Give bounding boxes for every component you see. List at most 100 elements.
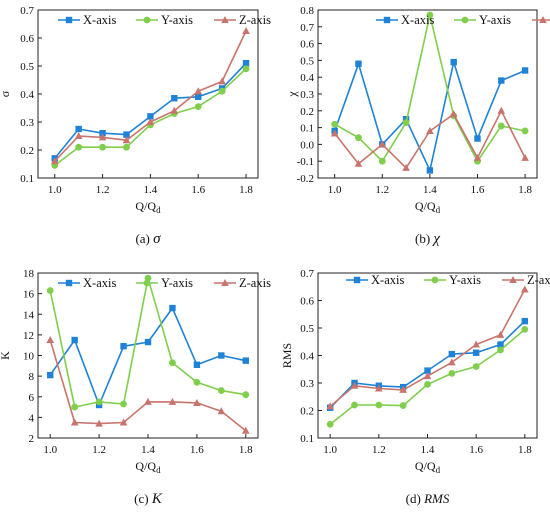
x-tick-label: 1.8 — [239, 184, 253, 196]
data-point-y-axis — [218, 87, 226, 95]
legend-marker — [539, 16, 547, 23]
data-point-x-axis — [242, 60, 250, 67]
x-tick-label: 1.2 — [96, 184, 110, 196]
data-point-z-axis — [50, 157, 59, 165]
data-point-z-axis — [521, 285, 529, 293]
y-tick-label: 0.6 — [300, 296, 314, 308]
legend-label: Z-axis — [239, 276, 271, 290]
data-point-y-axis — [424, 380, 431, 388]
y-tick-label: 0.2 — [20, 145, 34, 157]
data-point-z-axis — [330, 129, 339, 137]
panel-caption: (c) K — [134, 491, 163, 507]
data-point-z-axis — [70, 418, 79, 426]
data-point-y-axis — [193, 378, 201, 386]
y-tick-label: -0.2 — [297, 173, 314, 185]
x-tick-label: 1.0 — [48, 184, 62, 196]
data-point-y-axis — [497, 346, 504, 354]
data-point-z-axis — [402, 163, 410, 171]
data-point-x-axis — [426, 167, 434, 174]
data-point-z-axis — [423, 372, 432, 380]
data-point-x-axis — [498, 77, 505, 84]
y-tick-label: 0.2 — [300, 406, 314, 418]
y-tick-label: 8 — [29, 371, 35, 383]
y-tick-label: 0.1 — [300, 123, 314, 135]
y-tick-label: 0.0 — [300, 139, 314, 151]
y-tick-label: 10 — [23, 351, 35, 363]
y-axis-label: χ — [285, 91, 299, 98]
data-point-y-axis — [217, 387, 225, 394]
y-tick-label: 0.4 — [300, 351, 314, 363]
data-point-y-axis — [521, 127, 529, 135]
data-point-x-axis — [450, 58, 457, 66]
data-point-z-axis — [350, 381, 359, 389]
legend-marker — [431, 276, 439, 284]
y-tick-label: 0.8 — [300, 5, 314, 17]
y-tick-label: 2 — [29, 433, 35, 445]
x-tick-label: 1.4 — [421, 444, 435, 456]
y-tick-label: 0.7 — [300, 268, 314, 280]
legend-label: X-axis — [371, 273, 404, 287]
y-tick-label: 0.7 — [300, 22, 314, 34]
data-point-z-axis — [168, 397, 177, 405]
series-line-y-axis — [334, 14, 526, 162]
data-point-z-axis — [426, 126, 434, 134]
data-point-x-axis — [472, 349, 480, 356]
data-point-x-axis — [497, 341, 504, 348]
y-tick-label: 0.1 — [300, 433, 314, 445]
y-tick-label: 0.3 — [300, 378, 314, 390]
data-point-x-axis — [195, 93, 202, 100]
x-tick-label: 1.8 — [518, 444, 532, 456]
legend-label: Z-axis — [239, 13, 271, 27]
data-point-z-axis — [378, 140, 387, 148]
legend-label: X-axis — [401, 13, 434, 27]
data-point-z-axis — [521, 153, 529, 161]
x-tick-label: 1.2 — [372, 444, 386, 456]
legend-marker — [509, 276, 517, 283]
panel-caption: (d) RMS — [406, 491, 450, 506]
y-tick-label: 0.4 — [300, 72, 314, 84]
data-point-z-axis — [74, 132, 83, 139]
data-point-z-axis — [95, 419, 103, 427]
data-point-y-axis — [95, 398, 103, 406]
y-tick-label: 0.5 — [20, 61, 34, 73]
x-tick-label: 1.2 — [375, 184, 389, 196]
x-tick-label: 1.6 — [190, 444, 204, 456]
y-tick-label: 0.6 — [300, 39, 314, 51]
data-point-y-axis — [46, 287, 54, 294]
y-tick-label: -0.1 — [297, 156, 314, 168]
y-tick-label: 4 — [29, 412, 35, 424]
x-tick-label: 1.4 — [144, 184, 158, 196]
data-point-z-axis — [449, 110, 458, 118]
data-point-y-axis — [123, 143, 130, 151]
data-point-z-axis — [122, 136, 131, 144]
data-point-z-axis — [375, 384, 383, 392]
legend-label: Y-axis — [161, 276, 193, 290]
data-point-z-axis — [448, 358, 456, 366]
x-tick-label: 1.4 — [423, 184, 437, 196]
data-point-z-axis — [496, 330, 505, 338]
plot-frame — [317, 272, 538, 439]
data-point-y-axis — [194, 103, 202, 110]
series-line-x-axis — [49, 307, 246, 406]
data-point-y-axis — [497, 122, 505, 130]
data-point-x-axis — [242, 357, 249, 364]
x-tick-label: 1.2 — [92, 444, 106, 456]
data-point-x-axis — [218, 352, 225, 359]
data-point-y-axis — [331, 120, 339, 128]
y-tick-label: 0.6 — [20, 33, 34, 45]
legend: X-axis Y-axis Z-axis — [58, 276, 271, 290]
x-tick-label: 1.0 — [43, 444, 57, 456]
data-point-z-axis — [242, 27, 250, 34]
panel-caption: (a) σ — [135, 231, 161, 247]
y-tick-label: 0.4 — [20, 89, 34, 101]
x-tick-label: 1.0 — [328, 184, 342, 196]
x-tick-label: 1.8 — [239, 444, 253, 456]
data-point-x-axis — [448, 350, 456, 358]
data-point-z-axis — [472, 340, 480, 348]
x-axis-label: Q/Qd — [415, 199, 441, 215]
y-tick-label: 0.3 — [300, 89, 314, 101]
y-tick-label: 0.5 — [300, 55, 314, 67]
data-point-y-axis — [120, 400, 127, 408]
legend-label: X-axis — [83, 13, 116, 27]
